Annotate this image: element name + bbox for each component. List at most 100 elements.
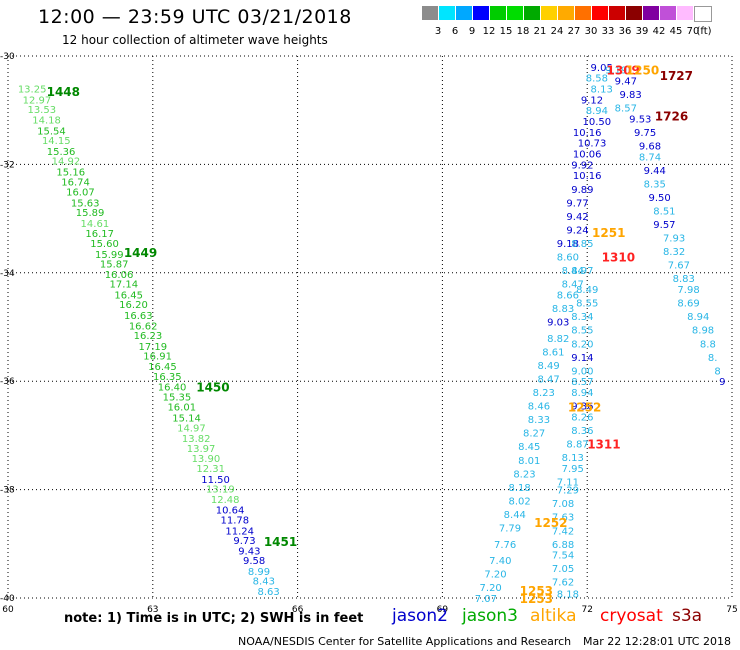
scale-swatch — [473, 6, 489, 20]
swh-value-jason2: 9.14 — [571, 353, 593, 364]
swh-value-jason2: 7.79 — [499, 524, 521, 535]
x-tick-label: 72 — [581, 605, 592, 615]
swh-value-cryosat: 7.67 — [668, 261, 690, 272]
x-tick-label: 75 — [726, 605, 737, 615]
swh-value-jason2: 8.34 — [571, 312, 593, 323]
swh-value-jason3: 15.36 — [47, 147, 76, 158]
swh-value-jason3: 8.99 — [248, 567, 270, 578]
swh-value-jason3: 9.43 — [238, 546, 260, 557]
swh-value-cryosat: 8.32 — [663, 247, 685, 258]
pass-time-label: 1250 — [626, 64, 659, 78]
satellite-s3a: s3a — [672, 606, 703, 626]
swh-value-jason3: 17.19 — [138, 342, 167, 353]
pass-time-label: 1451 — [264, 535, 297, 549]
swh-value-jason3: 8.63 — [258, 587, 280, 598]
pass-time-label: 1449 — [124, 246, 157, 260]
scale-label: 30 — [584, 26, 598, 37]
swh-value-jason2: 8.18 — [557, 590, 579, 601]
swh-value-jason2: 8.13 — [591, 85, 613, 96]
swh-value-jason3: 13.53 — [27, 105, 56, 116]
swh-value-jason2: 8.26 — [571, 412, 593, 423]
swh-value-jason2: 8.45 — [518, 442, 540, 453]
swh-value-jason2: 8.60 — [557, 253, 579, 264]
swh-value-jason2: 9.18 — [557, 239, 579, 250]
swh-value-jason3: 16.17 — [85, 229, 114, 240]
scale-label: 15 — [499, 26, 513, 37]
swh-value-jason2: 9.92 — [571, 160, 593, 171]
swh-value-jason3: 17.14 — [110, 280, 139, 291]
swh-value-jason2: 8.87 — [566, 440, 588, 451]
swh-value-jason2: 8.57 — [571, 377, 593, 388]
swh-value-jason3: 15.63 — [71, 198, 100, 209]
swh-value-jason2: 8.94 — [571, 388, 593, 399]
pass-time-label: 1253 — [520, 592, 553, 606]
scale-swatch — [592, 6, 608, 20]
swh-value-jason3: 16.01 — [167, 403, 196, 414]
swh-value-jason3: 15.54 — [37, 126, 66, 137]
swh-value-jason2: 8.27 — [523, 429, 545, 440]
swh-value-jason2: 8.46 — [528, 402, 550, 413]
scale-swatch — [507, 6, 523, 20]
chart-subtitle: 12 hour collection of altimeter wave hei… — [62, 33, 328, 47]
swh-value-jason2: 7.20 — [480, 583, 502, 594]
scale-label: 45 — [669, 26, 683, 37]
swh-value-jason3: 9.58 — [243, 556, 265, 567]
swh-value-jason3: 15.99 — [95, 250, 124, 261]
swh-value-jason2: 10.16 — [573, 171, 602, 182]
swh-value-jason2: 8.33 — [528, 415, 550, 426]
swh-value-jason3: 16.40 — [158, 383, 187, 394]
scale-swatch — [626, 6, 642, 20]
swh-value-jason2: 8.44 — [504, 510, 526, 521]
swh-value-jason2: 8.02 — [508, 496, 530, 507]
swh-value-jason3: 16.91 — [143, 352, 172, 363]
swh-value-jason3: 8.43 — [253, 577, 275, 588]
swh-value-jason2: 8.94 — [586, 106, 608, 117]
swh-value-cryosat: 8.51 — [653, 206, 675, 217]
swh-value-jason2: 10.06 — [573, 150, 602, 161]
y-tick-label: -40 — [0, 594, 15, 604]
x-tick-label: 66 — [292, 605, 304, 615]
swh-value-jason2: 9.77 — [566, 198, 588, 209]
swh-value-jason2: 8.47 — [562, 280, 584, 291]
swh-value-jason3: 15.35 — [163, 392, 192, 403]
swh-value-jason2: 8.66 — [557, 290, 579, 301]
swh-value-jason3: 11.78 — [221, 515, 250, 526]
swh-value-jason2: 8.47 — [537, 374, 559, 385]
swh-value-jason2: 7.95 — [562, 464, 584, 475]
swh-value-jason3: 10.64 — [216, 506, 245, 517]
swh-value-jason2: 8.55 — [576, 299, 598, 310]
swh-value-jason2: 8.61 — [542, 347, 564, 358]
pass-time-label: 1253 — [520, 584, 553, 598]
scale-swatch — [643, 6, 659, 20]
swh-value-jason3: 15.16 — [56, 167, 85, 178]
swh-value-jason2: 7.54 — [552, 551, 574, 562]
swh-value-jason2: 8.23 — [513, 469, 535, 480]
scale-swatch — [422, 6, 438, 20]
swh-value-jason2: 6.88 — [552, 540, 574, 551]
swh-value-cryosat: 9.57 — [653, 220, 675, 231]
swh-value-jason3: 15.87 — [100, 260, 129, 271]
swh-value-jason2: 8.23 — [533, 388, 555, 399]
swh-value-jason3: 13.19 — [206, 485, 235, 496]
swh-value-jason3: 15.14 — [172, 414, 201, 425]
swh-value-cryosat: 8.74 — [639, 152, 661, 163]
scale-label: 18 — [516, 26, 530, 37]
scale-swatch — [558, 6, 574, 20]
swh-value-jason3: 14.97 — [177, 423, 206, 434]
swh-value-cryosat: 7.93 — [663, 234, 685, 245]
swh-value-cryosat: 8 — [714, 366, 720, 377]
swh-value-jason2: 8.85 — [571, 239, 593, 250]
satellite-jason3: jason3 — [462, 606, 518, 626]
scale-label: 33 — [601, 26, 615, 37]
swh-value-jason3: 14.92 — [52, 157, 81, 168]
swh-value-cryosat: 9 — [719, 377, 725, 388]
swh-value-cryosat: 8.69 — [677, 299, 699, 310]
swh-value-jason3: 12.48 — [211, 495, 240, 506]
swh-value-jason3: 12.31 — [196, 464, 225, 475]
swh-value-jason2: 8.01 — [518, 456, 540, 467]
x-tick-label: 69 — [437, 605, 449, 615]
pass-time-label: 1450 — [196, 381, 229, 395]
swh-value-jason3: 16.06 — [105, 270, 134, 281]
swh-value-jason2: 8.55 — [571, 326, 593, 337]
